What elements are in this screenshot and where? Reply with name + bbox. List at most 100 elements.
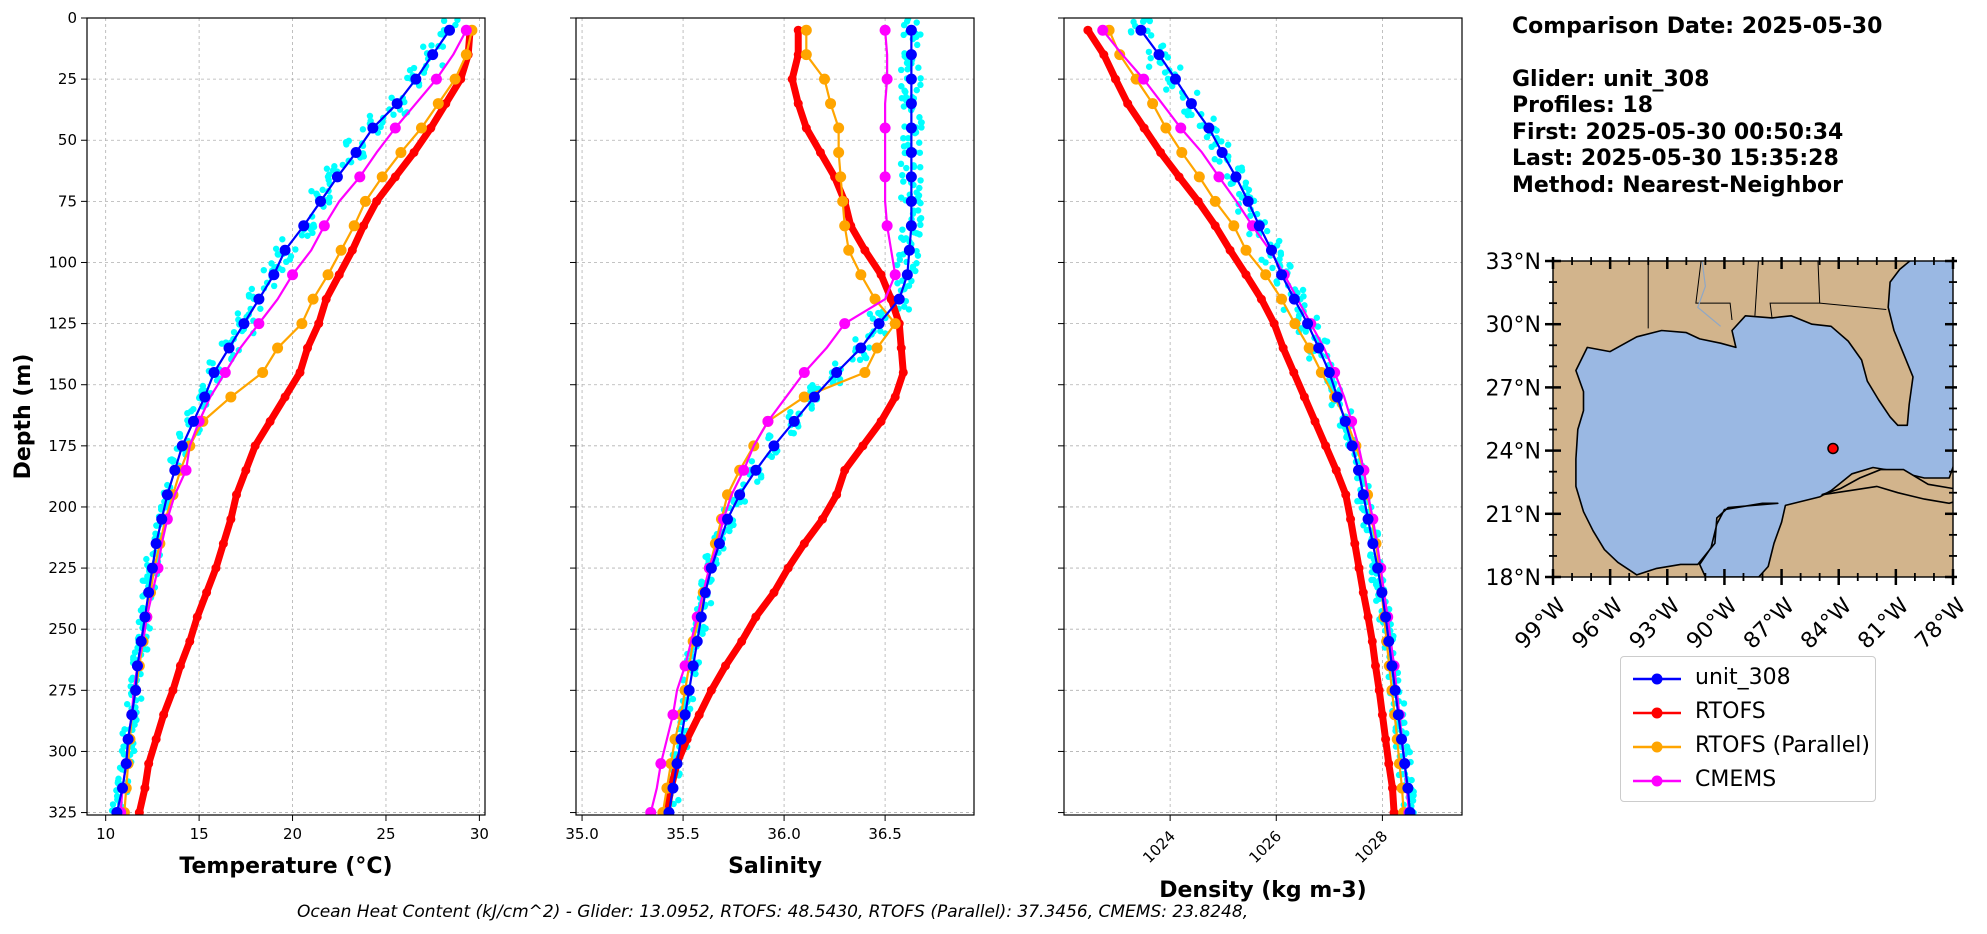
glider-raw-point (831, 360, 839, 367)
glider-raw-point (905, 282, 913, 289)
series-point-rtofs (202, 588, 212, 598)
series-point-rtofs (426, 123, 436, 133)
x-tick-label: 36.5 (868, 825, 901, 843)
map-lat-label: 24°N (1486, 440, 1541, 465)
series-point-cmems (1175, 122, 1187, 134)
series-point-rtofs_parallel (359, 195, 371, 207)
series-point-rtofs (295, 367, 305, 377)
series-point-rtofs (134, 808, 144, 815)
x-tick-label: 1026 (1245, 827, 1285, 867)
series-point-glider (1399, 758, 1411, 770)
glider-raw-point (109, 801, 117, 808)
series-point-glider (831, 366, 843, 378)
glider-raw-point (1161, 69, 1169, 76)
series-point-cmems (679, 660, 691, 672)
map-lat-label: 30°N (1486, 313, 1541, 338)
river (1697, 261, 1722, 327)
series-point-rtofs_parallel (1147, 98, 1159, 110)
series-point-rtofs_parallel (1260, 269, 1272, 281)
glider-raw-point (1263, 227, 1271, 235)
panel-2: 35.0 35.5 36.0 36.5 Salinity (565, 17, 975, 879)
series-point-rtofs (321, 294, 331, 304)
comparison-date: Comparison Date: 2025-05-30 (1512, 14, 1883, 39)
state-border (1819, 302, 1887, 310)
glider-raw-point (123, 700, 131, 708)
glider-raw-point (428, 42, 435, 49)
glider-raw-point (268, 260, 275, 267)
glider-raw-point (138, 695, 145, 702)
glider-raw-point (913, 19, 920, 26)
series-point-glider (1242, 195, 1254, 207)
glider-raw-point (898, 83, 905, 90)
glider-raw-point (917, 75, 924, 82)
series-point-glider (1372, 562, 1384, 574)
glider-raw-point (897, 66, 905, 74)
series-point-rtofs (372, 196, 382, 206)
glider-raw-point (1314, 323, 1322, 330)
glider-raw-point (325, 199, 333, 206)
series-point-rtofs (1341, 490, 1351, 500)
series-point-glider (691, 635, 703, 647)
series-point-cmems (389, 122, 401, 134)
series-point-rtofs (1377, 710, 1387, 720)
panel-3: 1024 1026 1028 Density (kg m-3) (1058, 17, 1463, 903)
series-point-rtofs (1156, 147, 1166, 157)
series-point-rtofs (1289, 367, 1299, 377)
glider-raw-point (121, 726, 128, 733)
series-point-glider (768, 440, 780, 452)
series-point-glider (679, 709, 691, 721)
state-border (1769, 261, 1821, 318)
glider-raw-point (170, 457, 177, 464)
series-point-cmems (762, 415, 774, 427)
glider-raw-point (865, 344, 873, 351)
glider-raw-point (153, 522, 160, 529)
legend: unit_308 RTOFS RTOFS (Parallel) CMEMS (1620, 656, 1876, 802)
glider-raw-point (869, 315, 877, 322)
glider-raw-point (899, 226, 906, 233)
y-tick-label: 200 (48, 498, 77, 516)
legend-label-unit-308: unit_308 (1695, 665, 1791, 690)
glider-raw-point (390, 111, 397, 118)
series-point-cmems (430, 73, 442, 85)
map-lon-label: 90°W (1682, 593, 1743, 654)
series-point-glider (1302, 318, 1314, 330)
series-point-glider (1230, 171, 1242, 183)
glider-raw-point (905, 306, 913, 313)
glider-raw-point (1145, 48, 1153, 56)
series-point-rtofs (801, 123, 811, 133)
series-point-glider (901, 269, 913, 281)
x-tick-label: 25 (376, 825, 395, 843)
series-point-glider (135, 635, 147, 647)
series-point-glider (131, 660, 143, 672)
series-point-rtofs_parallel (871, 342, 883, 354)
glider-raw-point (1235, 208, 1242, 215)
series-point-rtofs_parallel (460, 49, 472, 61)
series-point-glider (391, 98, 403, 110)
glider-raw-point (176, 433, 184, 440)
series-point-rtofs (1389, 808, 1399, 815)
inset-map: 33°N 30°N 27°N 24°N 21°N 18°N99°W96°W93°W90°W… (1486, 250, 1972, 654)
series-point-rtofs_parallel (1276, 293, 1288, 305)
series-point-rtofs (840, 465, 850, 475)
map-frame (1552, 260, 1954, 578)
series-point-rtofs (721, 661, 731, 671)
series-point-rtofs (302, 343, 312, 353)
series-point-rtofs_parallel (825, 98, 837, 110)
glider-raw-point (1140, 18, 1147, 25)
series-point-cmems (881, 220, 893, 232)
glider-raw-point (905, 134, 912, 142)
series-point-glider (1392, 709, 1404, 721)
series-point-glider (1135, 24, 1147, 36)
series-line-rtofs (663, 30, 907, 814)
series-point-rtofs (890, 392, 900, 402)
series-point-glider (905, 195, 917, 207)
series-point-glider (410, 73, 422, 85)
series-point-cmems (889, 269, 901, 281)
glider-raw-point (702, 625, 709, 632)
series-point-rtofs (1363, 612, 1373, 622)
glider-raw-point (741, 498, 749, 505)
glider-raw-point (806, 384, 814, 391)
series-point-cmems (879, 171, 891, 183)
y-tick-label: 225 (48, 559, 77, 577)
glider-raw-point (440, 18, 448, 25)
